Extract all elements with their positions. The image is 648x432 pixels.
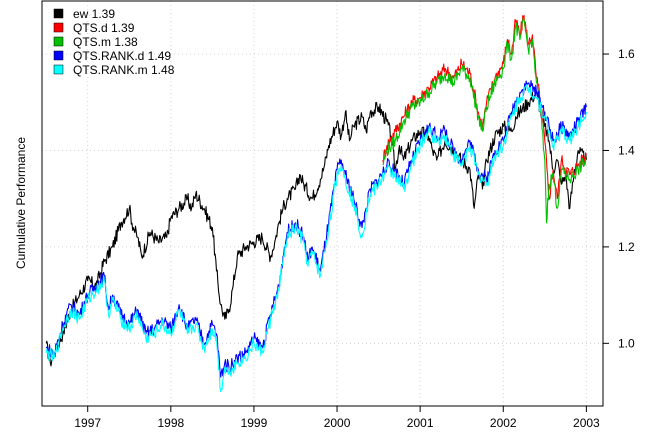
legend-swatch xyxy=(53,36,64,47)
x-tick-label: 1997 xyxy=(74,416,101,430)
y-tick-label: 1.6 xyxy=(618,47,635,61)
legend-label: QTS.RANK.d 1.49 xyxy=(73,49,171,63)
legend-label: QTS.m 1.38 xyxy=(73,35,138,49)
legend-swatch xyxy=(53,50,64,61)
legend-label: QTS.RANK.m 1.48 xyxy=(73,63,175,77)
x-tick-label: 1999 xyxy=(241,416,268,430)
series-line-4 xyxy=(45,84,587,393)
series-lines xyxy=(45,14,587,393)
y-axis: 1.0 1.2 1.4 1.6 xyxy=(603,47,635,350)
legend-label: ew 1.39 xyxy=(73,7,115,21)
series-line-0 xyxy=(45,89,587,367)
grid xyxy=(42,1,603,406)
legend-swatch xyxy=(53,64,64,75)
x-tick-label: 2002 xyxy=(490,416,517,430)
y-axis-label: Cumulative Performance xyxy=(14,137,28,269)
series-line-2 xyxy=(382,17,587,224)
y-tick-label: 1.0 xyxy=(618,336,635,350)
x-axis: 1997 1998 1999 2000 2001 2002 2003 xyxy=(74,406,600,430)
x-tick-label: 2000 xyxy=(324,416,351,430)
legend-swatch xyxy=(53,22,64,33)
legend-swatch xyxy=(53,8,64,19)
plot-frame xyxy=(41,0,604,407)
x-tick-label: 2001 xyxy=(407,416,434,430)
x-tick-label: 2003 xyxy=(573,416,600,430)
x-tick-label: 1998 xyxy=(157,416,184,430)
y-tick-label: 1.2 xyxy=(618,240,635,254)
legend-label: QTS.d 1.39 xyxy=(73,21,135,35)
y-tick-label: 1.4 xyxy=(618,143,635,157)
